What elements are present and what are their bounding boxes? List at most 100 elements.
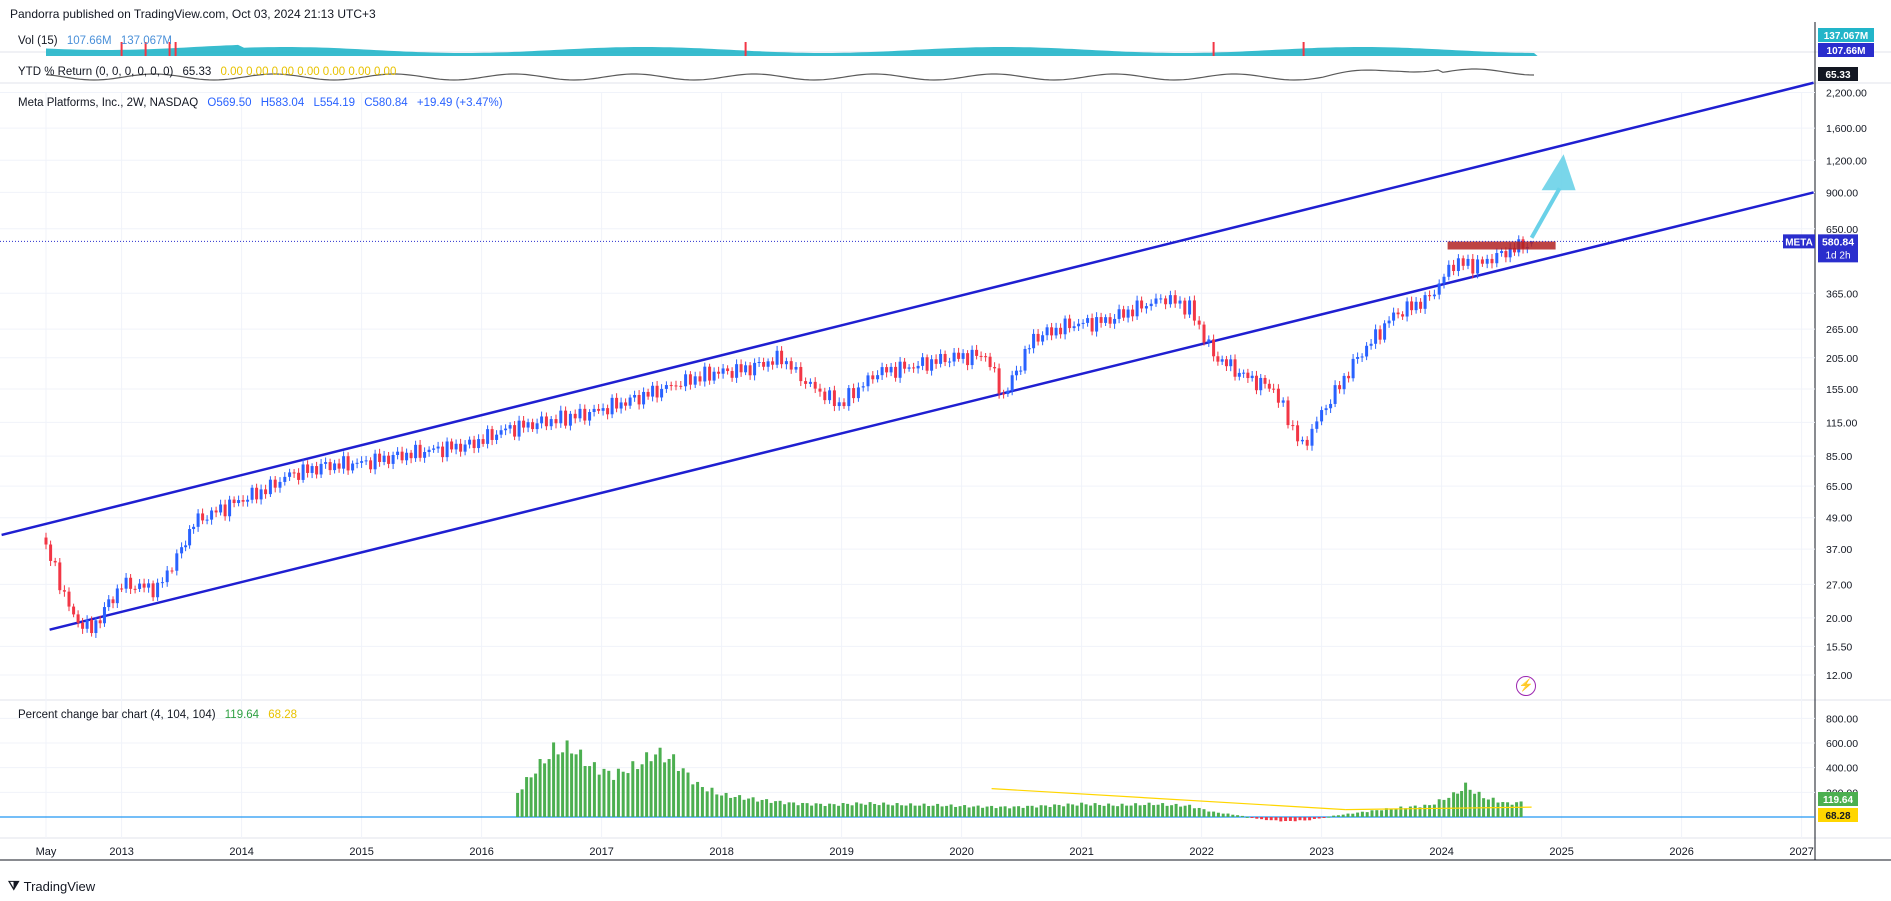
pct-bar	[696, 781, 700, 817]
pct-bar	[631, 761, 635, 817]
candle-body	[1272, 388, 1276, 390]
candle-body	[1113, 318, 1117, 324]
candle-body	[364, 460, 368, 462]
candle-body	[717, 371, 721, 374]
candle-body	[1178, 300, 1182, 304]
candle-body	[1378, 329, 1382, 340]
pct-bar	[1125, 805, 1129, 817]
ytd-return-line	[45, 68, 1535, 81]
candle-body	[684, 374, 688, 387]
pct-bar	[1288, 817, 1292, 821]
candle-body	[1063, 318, 1067, 335]
price-tick-label: 650.00	[1826, 224, 1858, 236]
time-tick-label: 2013	[109, 846, 133, 858]
candle-body	[76, 614, 80, 623]
pct-bar	[918, 805, 922, 817]
time-tick-label: 2015	[349, 846, 373, 858]
pct-bar	[621, 771, 625, 817]
candle-body	[847, 388, 851, 407]
candle-body	[674, 385, 678, 387]
candle-body	[818, 388, 822, 392]
pct-bar	[1240, 815, 1244, 817]
time-tick-label: 2017	[589, 846, 613, 858]
pct-bar	[1274, 817, 1278, 821]
pct-bar	[1408, 806, 1412, 817]
candle-body	[508, 425, 512, 429]
candle-body	[1216, 356, 1220, 362]
candle-body	[544, 416, 548, 427]
candle-body	[373, 453, 377, 470]
pct-bar	[1380, 810, 1384, 817]
pct-bar	[1226, 813, 1230, 817]
candle-body	[948, 361, 952, 363]
candle-body	[1233, 359, 1237, 377]
legend-volume[interactable]: Vol (15) 107.66M 137.067M	[18, 35, 178, 47]
price-tick-label: 115.00	[1826, 417, 1857, 429]
candle-body	[81, 622, 85, 629]
candle-body	[1077, 323, 1081, 327]
pct-bar	[1413, 805, 1417, 817]
pct-bar	[1231, 814, 1235, 817]
candle-body	[1329, 403, 1333, 409]
pct-tick-label: 800.00	[1826, 713, 1858, 725]
pct-bar	[525, 777, 529, 817]
candle-body	[346, 456, 350, 471]
candle-body	[1419, 301, 1423, 309]
candle-body	[856, 387, 860, 399]
candle-body	[170, 570, 174, 572]
legend-percent-change[interactable]: Percent change bar chart (4, 104, 104) 1…	[18, 709, 303, 721]
pct-bar	[1107, 803, 1111, 817]
price-tick-label: 365.00	[1826, 288, 1858, 300]
candle-body	[1050, 327, 1054, 336]
pct-bar	[1428, 805, 1432, 817]
pct-bar	[565, 740, 569, 817]
candle-body	[250, 487, 254, 500]
pct-bar	[967, 807, 971, 817]
target-arrow-shaft	[1529, 187, 1562, 239]
pct-bar	[658, 747, 662, 817]
candle-body	[1508, 247, 1512, 258]
legend-main-series[interactable]: Meta Platforms, Inc., 2W, NASDAQ O569.50…	[18, 97, 509, 109]
pct-bar	[756, 801, 760, 817]
candle-body	[628, 397, 632, 406]
pct-bar	[904, 805, 908, 817]
tradingview-logo-icon: ⧩	[8, 878, 20, 893]
candle-body	[1512, 247, 1516, 253]
time-tick-label: 2021	[1069, 846, 1093, 858]
candle-body	[1010, 375, 1014, 391]
candle-body	[264, 489, 268, 495]
candle-body	[646, 391, 650, 397]
pct-bar	[913, 805, 917, 817]
tradingview-footer[interactable]: ⧩ TradingView	[8, 878, 95, 894]
candle-body	[297, 472, 301, 480]
candle-body	[804, 381, 808, 384]
candle-body	[619, 402, 623, 409]
candle-body	[1168, 295, 1172, 305]
candle-body	[852, 388, 856, 399]
candle-body	[1320, 410, 1324, 422]
ticker-badge-text: META	[1785, 237, 1813, 248]
pct-bar	[985, 806, 989, 817]
candle-body	[1442, 276, 1446, 284]
pct-bar	[895, 803, 899, 817]
pct-bar	[1026, 805, 1030, 817]
pct-tick-label: 400.00	[1826, 763, 1858, 775]
candle-body	[468, 439, 472, 445]
pct-bar	[1216, 812, 1220, 817]
candle-body	[1095, 317, 1099, 332]
candle-body	[573, 413, 577, 419]
candle-body	[808, 381, 812, 384]
candle-body	[1224, 359, 1228, 367]
pct-bar	[534, 773, 538, 817]
candle-body	[762, 362, 766, 367]
countdown-badge-text: 1d 2h	[1825, 250, 1850, 261]
pct-bar	[607, 770, 611, 817]
lightning-icon[interactable]: ⚡	[1516, 676, 1536, 696]
candle-body	[165, 570, 169, 583]
candle-body	[592, 408, 596, 413]
pct-bar	[1008, 808, 1012, 817]
candle-body	[306, 464, 310, 473]
candle-body	[1504, 251, 1508, 258]
legend-ytd-return[interactable]: YTD % Return (0, 0, 0, 0, 0, 0) 65.33 0.…	[18, 66, 402, 78]
